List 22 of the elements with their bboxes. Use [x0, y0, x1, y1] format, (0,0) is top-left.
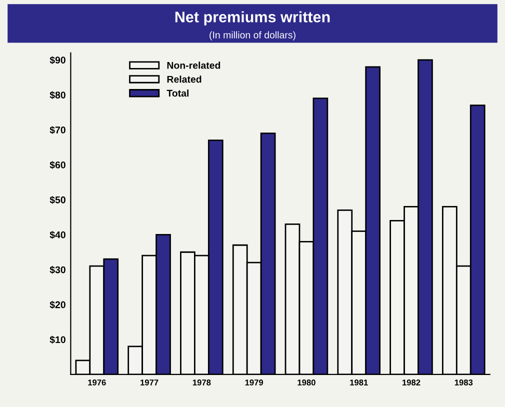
y-tick-label: $80 — [50, 91, 66, 100]
y-tick-label: $50 — [50, 196, 66, 204]
y-tick-label: $10 — [50, 336, 66, 344]
x-tick-label: 1977 — [140, 380, 158, 386]
x-tick-label: 1976 — [88, 380, 106, 386]
y-tick-label: $90 — [50, 56, 66, 64]
x-tick-label: 1980 — [298, 380, 316, 386]
chart-subtitle: (In million of dollars) — [210, 31, 296, 40]
x-tick-label: 1981 — [350, 380, 368, 386]
y-tick-label: $40 — [50, 230, 66, 239]
legend-label: Total — [166, 90, 189, 97]
y-tick-label: $70 — [50, 126, 66, 134]
x-tick-label: 1979 — [245, 380, 264, 386]
x-tick-label: 1978 — [192, 380, 211, 386]
legend-label: Related — [167, 76, 202, 83]
y-tick-label: $20 — [50, 300, 66, 309]
chart-title: Net premiums written — [175, 11, 330, 26]
y-tick-label: $30 — [50, 266, 66, 274]
x-tick-label: 1983 — [454, 380, 473, 386]
legend-label: Non-related — [167, 62, 220, 69]
y-tick-label: $60 — [50, 161, 66, 169]
x-tick-label: 1982 — [402, 380, 420, 386]
